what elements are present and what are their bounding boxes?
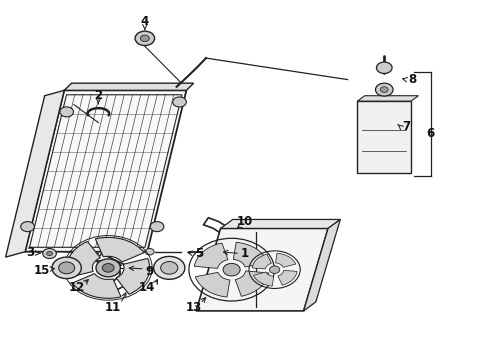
- Polygon shape: [64, 83, 194, 90]
- Text: 6: 6: [427, 127, 435, 140]
- Circle shape: [216, 248, 225, 255]
- Circle shape: [270, 266, 280, 273]
- Circle shape: [150, 222, 164, 231]
- Text: 14: 14: [139, 281, 155, 294]
- Circle shape: [223, 264, 240, 276]
- Circle shape: [141, 35, 149, 41]
- Polygon shape: [304, 220, 340, 311]
- Circle shape: [161, 262, 178, 274]
- Wedge shape: [67, 242, 100, 277]
- Wedge shape: [253, 272, 273, 286]
- Text: 8: 8: [409, 73, 416, 86]
- Bar: [357, 101, 411, 173]
- Wedge shape: [252, 254, 271, 269]
- Text: 3: 3: [26, 246, 34, 259]
- Circle shape: [376, 62, 392, 73]
- Circle shape: [380, 87, 388, 93]
- Polygon shape: [25, 90, 186, 252]
- Text: 7: 7: [402, 121, 410, 134]
- Circle shape: [47, 251, 52, 256]
- Text: 2: 2: [95, 89, 102, 102]
- Wedge shape: [196, 272, 230, 297]
- Text: 1: 1: [241, 247, 249, 260]
- Polygon shape: [220, 220, 340, 228]
- Circle shape: [135, 31, 155, 45]
- Wedge shape: [233, 242, 268, 267]
- Text: 4: 4: [141, 15, 149, 28]
- Wedge shape: [72, 274, 121, 298]
- Circle shape: [60, 107, 74, 117]
- Text: 5: 5: [195, 247, 203, 260]
- Text: 13: 13: [186, 301, 202, 314]
- Circle shape: [43, 248, 56, 258]
- Wedge shape: [235, 271, 269, 296]
- Text: 15: 15: [34, 264, 50, 277]
- Circle shape: [375, 83, 393, 96]
- Text: 10: 10: [237, 215, 253, 228]
- Circle shape: [59, 262, 74, 274]
- Circle shape: [52, 257, 81, 279]
- Circle shape: [102, 264, 114, 272]
- Wedge shape: [195, 243, 228, 269]
- Polygon shape: [5, 90, 64, 257]
- Text: 12: 12: [68, 281, 85, 294]
- Wedge shape: [96, 237, 144, 262]
- Text: 11: 11: [105, 301, 121, 314]
- Text: 9: 9: [146, 265, 154, 278]
- Circle shape: [146, 248, 154, 255]
- Wedge shape: [278, 270, 297, 285]
- Wedge shape: [275, 253, 296, 267]
- Circle shape: [172, 97, 186, 107]
- Wedge shape: [116, 258, 150, 294]
- Circle shape: [21, 222, 34, 231]
- Polygon shape: [196, 228, 328, 311]
- Circle shape: [154, 256, 185, 279]
- Polygon shape: [357, 96, 418, 101]
- Circle shape: [96, 259, 121, 277]
